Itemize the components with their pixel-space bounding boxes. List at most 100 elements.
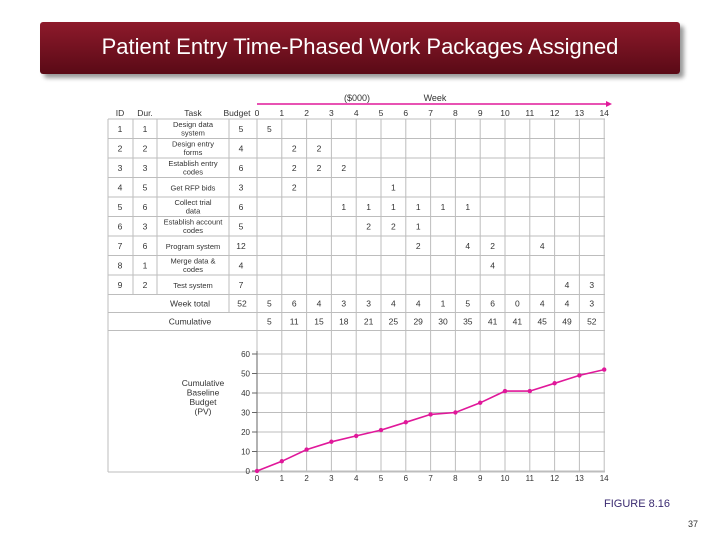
y-tick-label: 0 [246, 467, 251, 476]
row-dur: 3 [143, 221, 148, 231]
row-cell: 2 [292, 143, 297, 153]
row-cell: 5 [267, 124, 272, 134]
row-dur: 2 [143, 280, 148, 290]
row-budget: 4 [239, 143, 244, 153]
header-week-3: 3 [329, 108, 334, 118]
pv-point [403, 420, 408, 425]
x-tick-label: 7 [428, 474, 433, 483]
header-week-7: 7 [428, 108, 433, 118]
row-id: 8 [118, 260, 123, 270]
header-week-9: 9 [478, 108, 483, 118]
row-cell: 2 [292, 182, 297, 192]
header-week-13: 13 [575, 108, 585, 118]
row-cell: 2 [366, 221, 371, 231]
cumulative-value: 30 [438, 317, 448, 327]
pv-point [527, 388, 532, 394]
row-cell: 2 [391, 221, 396, 231]
row-cell: 4 [540, 241, 545, 251]
title-banner: Patient Entry Time-Phased Work Packages … [40, 22, 680, 74]
week-total-value: 4 [565, 299, 570, 309]
x-tick-label: 1 [280, 474, 285, 483]
cumulative-value: 41 [513, 317, 523, 327]
row-cell: 2 [292, 163, 297, 173]
header-week-12: 12 [550, 108, 560, 118]
row-cell: 2 [341, 163, 346, 173]
y-axis-label: Budget [190, 397, 218, 407]
week-total-value: 4 [540, 299, 545, 309]
row-budget: 6 [239, 202, 244, 212]
pv-point [254, 468, 260, 474]
week-total-value: 3 [589, 299, 594, 309]
pv-point [354, 433, 359, 439]
x-tick-label: 12 [550, 474, 559, 483]
page-number: 37 [687, 519, 698, 529]
header-week-1: 1 [279, 108, 284, 118]
cumulative-value: 25 [389, 317, 399, 327]
row-dur: 1 [143, 124, 148, 134]
header-week-14: 14 [599, 108, 609, 118]
y-axis-label: (PV) [195, 407, 212, 417]
row-task: data [186, 207, 201, 216]
x-tick-label: 11 [526, 474, 535, 483]
row-task: Merge data & [170, 257, 215, 266]
row-dur: 3 [143, 163, 148, 173]
x-tick-label: 14 [600, 474, 609, 483]
pv-point [502, 388, 508, 394]
units-label: ($000) [344, 93, 370, 103]
cumulative-value: 49 [562, 317, 572, 327]
row-budget: 3 [239, 182, 244, 192]
week-total-value: 6 [490, 299, 495, 309]
x-tick-label: 5 [379, 474, 384, 483]
week-total-value: 4 [317, 299, 322, 309]
row-id: 2 [118, 143, 123, 153]
row-task: Design entry [172, 140, 214, 149]
cumulative-label: Cumulative [169, 317, 212, 327]
row-cell: 2 [490, 241, 495, 251]
x-tick-label: 6 [404, 474, 409, 483]
pv-point [378, 427, 384, 433]
row-budget: 4 [239, 260, 244, 270]
y-tick-label: 60 [241, 350, 250, 359]
slide-title: Patient Entry Time-Phased Work Packages … [101, 34, 619, 59]
week-total-value: 3 [341, 299, 346, 309]
cumulative-value: 29 [413, 317, 423, 327]
header-budget: Budget [224, 108, 252, 118]
week-total-value: 4 [416, 299, 421, 309]
week-arrow-head [606, 101, 612, 107]
x-tick-label: 4 [354, 474, 359, 483]
row-budget: 5 [239, 124, 244, 134]
row-cell: 2 [317, 163, 322, 173]
header-week-0: 0 [255, 108, 260, 118]
row-cell: 4 [565, 280, 570, 290]
pv-point [552, 381, 557, 386]
row-cell: 1 [391, 202, 396, 212]
x-tick-label: 13 [575, 474, 584, 483]
x-tick-label: 3 [329, 474, 334, 483]
row-id: 5 [118, 202, 123, 212]
week-total-label: Week total [170, 299, 210, 309]
cumulative-value: 5 [267, 317, 272, 327]
row-task: system [181, 129, 205, 138]
pv-point [577, 373, 582, 378]
row-task: codes [183, 226, 203, 235]
row-task: Collect trial [174, 198, 211, 207]
y-axis-label: Cumulative [182, 378, 225, 388]
x-tick-label: 0 [255, 474, 260, 483]
y-tick-label: 10 [241, 448, 250, 457]
cumulative-value: 11 [290, 317, 299, 327]
header-task: Task [184, 108, 202, 118]
row-cell: 4 [465, 241, 470, 251]
row-budget: 12 [236, 241, 246, 251]
cumulative-value: 41 [488, 317, 498, 327]
header-week-8: 8 [453, 108, 458, 118]
pv-point [279, 459, 284, 464]
pv-point [304, 447, 309, 452]
header-week-4: 4 [354, 108, 359, 118]
row-cell: 1 [416, 221, 421, 231]
row-task: codes [183, 265, 203, 274]
week-total-value: 0 [515, 299, 520, 309]
row-cell: 1 [391, 182, 396, 192]
x-tick-label: 8 [453, 474, 458, 483]
week-total-value: 4 [391, 299, 396, 309]
